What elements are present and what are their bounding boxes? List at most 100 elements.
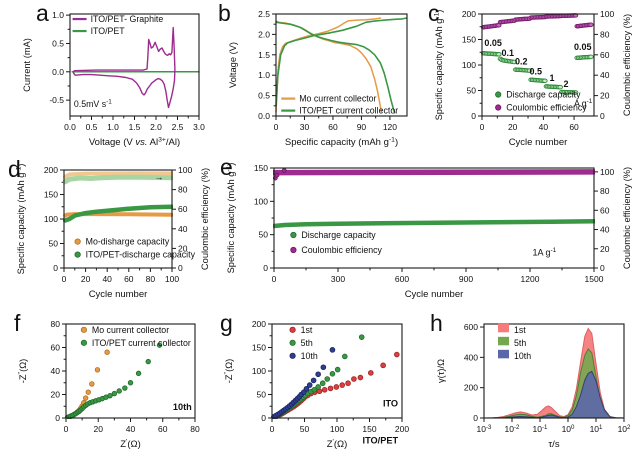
svg-text:0: 0 [261, 413, 266, 423]
svg-text:-Z''(Ω): -Z''(Ω) [17, 359, 28, 384]
svg-text:150: 150 [254, 163, 268, 173]
svg-text:0.0: 0.0 [64, 122, 76, 132]
panel-d-label: d [8, 156, 21, 182]
svg-text:Cycle number: Cycle number [89, 289, 148, 300]
svg-text:20: 20 [508, 122, 518, 132]
panel-d: d 0 20 40 60 80 100 0 50 100 150 200 0 20 40 60 80 100 Cy… [2, 158, 214, 308]
svg-text:τ/s: τ/s [548, 439, 559, 450]
svg-text:80: 80 [190, 424, 200, 434]
svg-text:50: 50 [257, 390, 267, 400]
svg-text:Current (mA): Current (mA) [22, 38, 32, 92]
svg-text:200: 200 [44, 165, 58, 175]
svg-text:Cycle number: Cycle number [509, 137, 568, 148]
panel-g-label: g [220, 310, 233, 336]
svg-text:20: 20 [51, 390, 61, 400]
svg-text:0.5: 0.5 [52, 38, 64, 48]
svg-text:0: 0 [64, 424, 69, 434]
svg-text:Specific capacity (mAh g-1): Specific capacity (mAh g-1) [285, 136, 398, 148]
svg-text:0.2: 0.2 [515, 56, 528, 66]
svg-text:200: 200 [462, 9, 476, 19]
svg-text:40: 40 [178, 224, 188, 234]
svg-text:10-1: 10-1 [533, 424, 549, 434]
panel-c-label: c [428, 0, 440, 26]
svg-text:100: 100 [600, 167, 614, 177]
svg-text:30: 30 [300, 122, 310, 132]
svg-text:0.0: 0.0 [258, 111, 270, 121]
svg-text:40: 40 [600, 225, 610, 235]
svg-text:Cycle number: Cycle number [405, 289, 464, 300]
svg-text:0: 0 [600, 111, 605, 121]
svg-text:150: 150 [462, 35, 476, 45]
svg-text:150: 150 [44, 190, 58, 200]
svg-text:50: 50 [300, 424, 310, 434]
svg-text:0: 0 [62, 274, 67, 284]
svg-text:400: 400 [464, 352, 478, 362]
svg-text:-Z''(Ω): -Z''(Ω) [223, 359, 234, 384]
svg-text:→: → [155, 172, 164, 182]
svg-text:1st: 1st [514, 325, 526, 335]
svg-text:ITO/PET- Graphite: ITO/PET- Graphite [91, 14, 164, 24]
svg-text:ITO/PET-discharge capacity: ITO/PET-discharge capacity [86, 250, 196, 260]
panel-h-label: h [430, 310, 443, 336]
panel-e-chart: 0 300 600 900 1200 1500050100150020406080100C… [225, 163, 632, 300]
svg-text:100: 100 [178, 165, 192, 175]
svg-text:Coulombic efficiency: Coulombic efficiency [506, 103, 587, 113]
svg-text:2: 2 [563, 79, 568, 89]
svg-text:40: 40 [600, 70, 610, 80]
svg-text:Coulombic efficiency: Coulombic efficiency [301, 245, 382, 255]
svg-text:10th: 10th [514, 351, 531, 361]
svg-text:Specific capacity (mAh g-1): Specific capacity (mAh g-1) [15, 164, 26, 275]
svg-text:20: 20 [600, 91, 610, 101]
svg-text:10-2: 10-2 [505, 424, 521, 434]
svg-text:60: 60 [124, 274, 134, 284]
svg-text:Mo current collector: Mo current collector [92, 325, 169, 335]
svg-text:ITO/PET current collector: ITO/PET current collector [92, 338, 191, 348]
panel-c-chart: 0 20 40 60 0 50 100 150 200 0 20 40 60 80 100 Cycle num… [433, 9, 632, 148]
svg-text:20: 20 [94, 424, 104, 434]
svg-text:0: 0 [55, 413, 60, 423]
svg-text:0: 0 [473, 413, 478, 423]
svg-text:150: 150 [252, 343, 266, 353]
panel-a-label: a [36, 0, 49, 26]
svg-text:Voltage (V): Voltage (V) [228, 42, 238, 88]
svg-text:1: 1 [549, 73, 554, 83]
svg-text:20: 20 [81, 274, 91, 284]
svg-text:120: 120 [383, 122, 397, 132]
svg-text:Z'(Ω): Z'(Ω) [327, 438, 348, 450]
svg-text:10th: 10th [301, 351, 318, 361]
svg-text:40: 40 [539, 122, 549, 132]
panel-e-label: e [220, 154, 233, 180]
svg-text:10th: 10th [173, 402, 192, 412]
svg-text:Coulombic efficiency (%): Coulombic efficiency (%) [622, 167, 632, 269]
svg-text:40: 40 [51, 366, 61, 376]
panel-g-chart: 0 50 100 150 200 0 50 100 150 200 Z'(Ω) -Z''(Ω) 1st 5… [223, 319, 409, 450]
svg-text:1st: 1st [301, 325, 313, 335]
svg-text:1.0: 1.0 [258, 70, 270, 80]
svg-text:101: 101 [590, 424, 603, 434]
svg-text:0: 0 [272, 274, 277, 284]
svg-text:150: 150 [362, 424, 376, 434]
svg-text:0: 0 [263, 263, 268, 273]
svg-text:0.1: 0.1 [502, 48, 515, 58]
svg-text:10-3: 10-3 [477, 424, 493, 434]
svg-text:Mo current collector: Mo current collector [299, 94, 376, 104]
svg-text:1.0: 1.0 [107, 122, 119, 132]
svg-text:0.5: 0.5 [530, 67, 543, 77]
svg-text:0: 0 [471, 111, 476, 121]
svg-text:80: 80 [51, 319, 61, 329]
svg-text:600: 600 [395, 274, 409, 284]
svg-text:1.5: 1.5 [258, 50, 270, 60]
svg-text:0.05: 0.05 [484, 38, 502, 48]
svg-text:Coulombic efficiency (%): Coulombic efficiency (%) [200, 168, 210, 270]
svg-text:300: 300 [331, 274, 345, 284]
svg-text:0.05: 0.05 [574, 42, 592, 52]
svg-text:60: 60 [600, 50, 610, 60]
svg-text:100: 100 [165, 274, 179, 284]
svg-text:100: 100 [252, 366, 266, 376]
svg-text:50: 50 [49, 239, 59, 249]
svg-text:Coulombic efficiency (%): Coulombic efficiency (%) [622, 14, 632, 116]
svg-text:50: 50 [467, 86, 477, 96]
svg-text:Discharge capacity: Discharge capacity [301, 230, 376, 240]
panel-f-label: f [14, 310, 21, 336]
svg-text:90: 90 [357, 122, 367, 132]
